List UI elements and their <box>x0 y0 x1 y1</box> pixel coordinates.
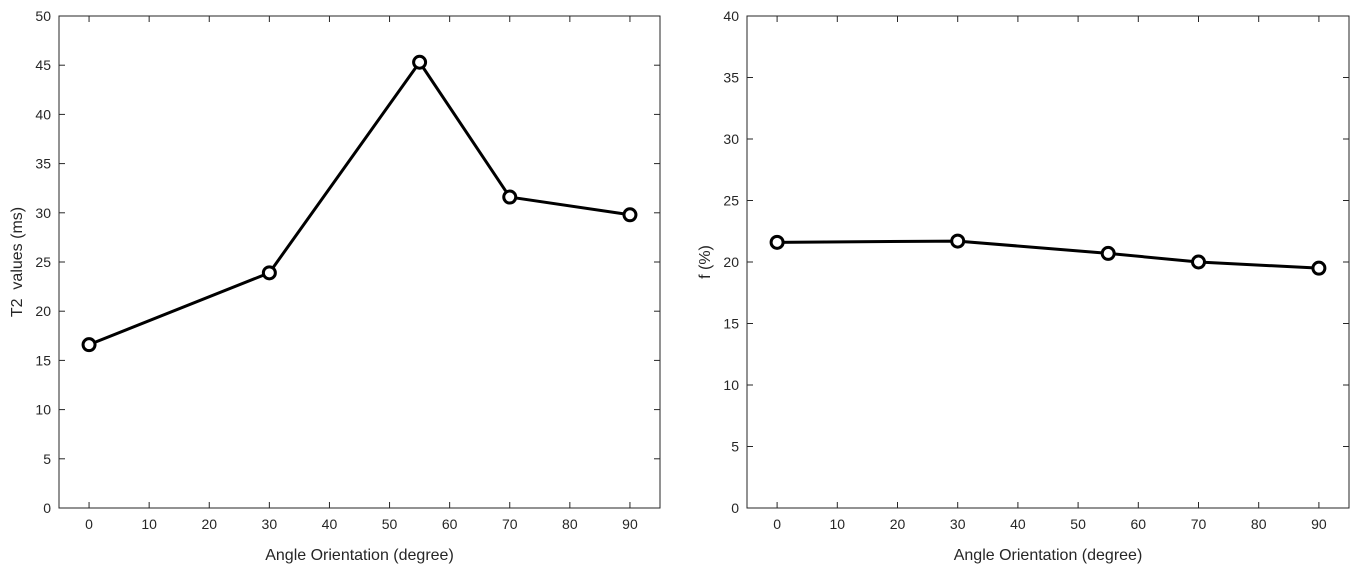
series-line-1 <box>88 60 631 347</box>
series-line-1 <box>777 239 1319 270</box>
data-point <box>1191 254 1206 270</box>
data-point <box>412 54 428 70</box>
y-tick-label: 50 <box>35 8 51 24</box>
x-tick-label: 70 <box>1191 516 1207 532</box>
data-point <box>950 233 966 249</box>
x-tick-label: 60 <box>442 516 458 532</box>
x-tick-label: 40 <box>1010 516 1026 532</box>
y-tick-label: 45 <box>35 57 51 73</box>
x-tick-label: 50 <box>1070 516 1086 532</box>
x-axis-label: Angle Orientation (degree) <box>265 547 454 564</box>
y-tick-label: 10 <box>35 402 51 418</box>
data-point <box>81 337 97 353</box>
x-tick-label: 90 <box>1311 516 1327 532</box>
y-tick-label: 30 <box>723 131 739 147</box>
x-tick-label: 30 <box>262 516 278 532</box>
data-point <box>1100 245 1116 261</box>
chart-panel-1: 0 10 20 30 40 50 60 70 80 90 0 5 10 15 20 25 30 35 40 45 50 A… <box>9 8 661 564</box>
y-tick-label: 35 <box>35 156 51 172</box>
x-tick-label: 10 <box>830 516 846 532</box>
x-axis-label: Angle Orientation (degree) <box>954 547 1143 564</box>
y-tick-label: 35 <box>723 70 739 86</box>
x-tick-label: 80 <box>1251 516 1267 532</box>
y-tick-label: 10 <box>723 377 739 393</box>
x-tick-label: 60 <box>1131 516 1147 532</box>
data-point <box>769 234 785 250</box>
x-tick-label: 0 <box>773 516 781 532</box>
axes-frame <box>58 15 661 509</box>
y-tick-label: 5 <box>43 451 51 467</box>
y-axis-label: T2 values (ms) <box>9 207 26 317</box>
y-tick-label: 5 <box>731 439 739 455</box>
x-tick-label: 0 <box>85 516 93 532</box>
y-axis-label: f (%) <box>697 245 714 279</box>
data-point <box>622 207 638 223</box>
x-tick-label: 50 <box>382 516 398 532</box>
data-point <box>261 265 277 281</box>
x-tick-label: 80 <box>562 516 578 532</box>
y-tick-label: 0 <box>731 500 739 516</box>
y-tick-label: 15 <box>35 352 51 368</box>
y-tick-label: 25 <box>35 254 51 270</box>
x-tick-label: 70 <box>502 516 518 532</box>
data-point <box>502 189 518 205</box>
x-tick-label: 30 <box>950 516 966 532</box>
x-tick-label: 20 <box>201 516 217 532</box>
y-tick-label: 30 <box>35 205 51 221</box>
axes-frame <box>746 15 1350 509</box>
x-tick-label: 20 <box>890 516 906 532</box>
data-point <box>1311 260 1327 276</box>
y-tick-label: 20 <box>35 303 51 319</box>
y-tick-label: 40 <box>35 106 51 122</box>
y-tick-label: 15 <box>723 316 739 332</box>
y-tick-label: 0 <box>43 500 51 516</box>
y-tick-label: 20 <box>723 254 739 270</box>
x-tick-label: 40 <box>322 516 338 532</box>
x-tick-label: 10 <box>141 516 157 532</box>
y-tick-label: 40 <box>723 8 739 24</box>
chart-panel-2: 0 10 20 30 40 50 60 70 80 90 0 5 10 15 20 25 30 35 40 Angle… <box>697 8 1350 564</box>
y-tick-label: 25 <box>723 193 739 209</box>
x-tick-label: 90 <box>622 516 638 532</box>
